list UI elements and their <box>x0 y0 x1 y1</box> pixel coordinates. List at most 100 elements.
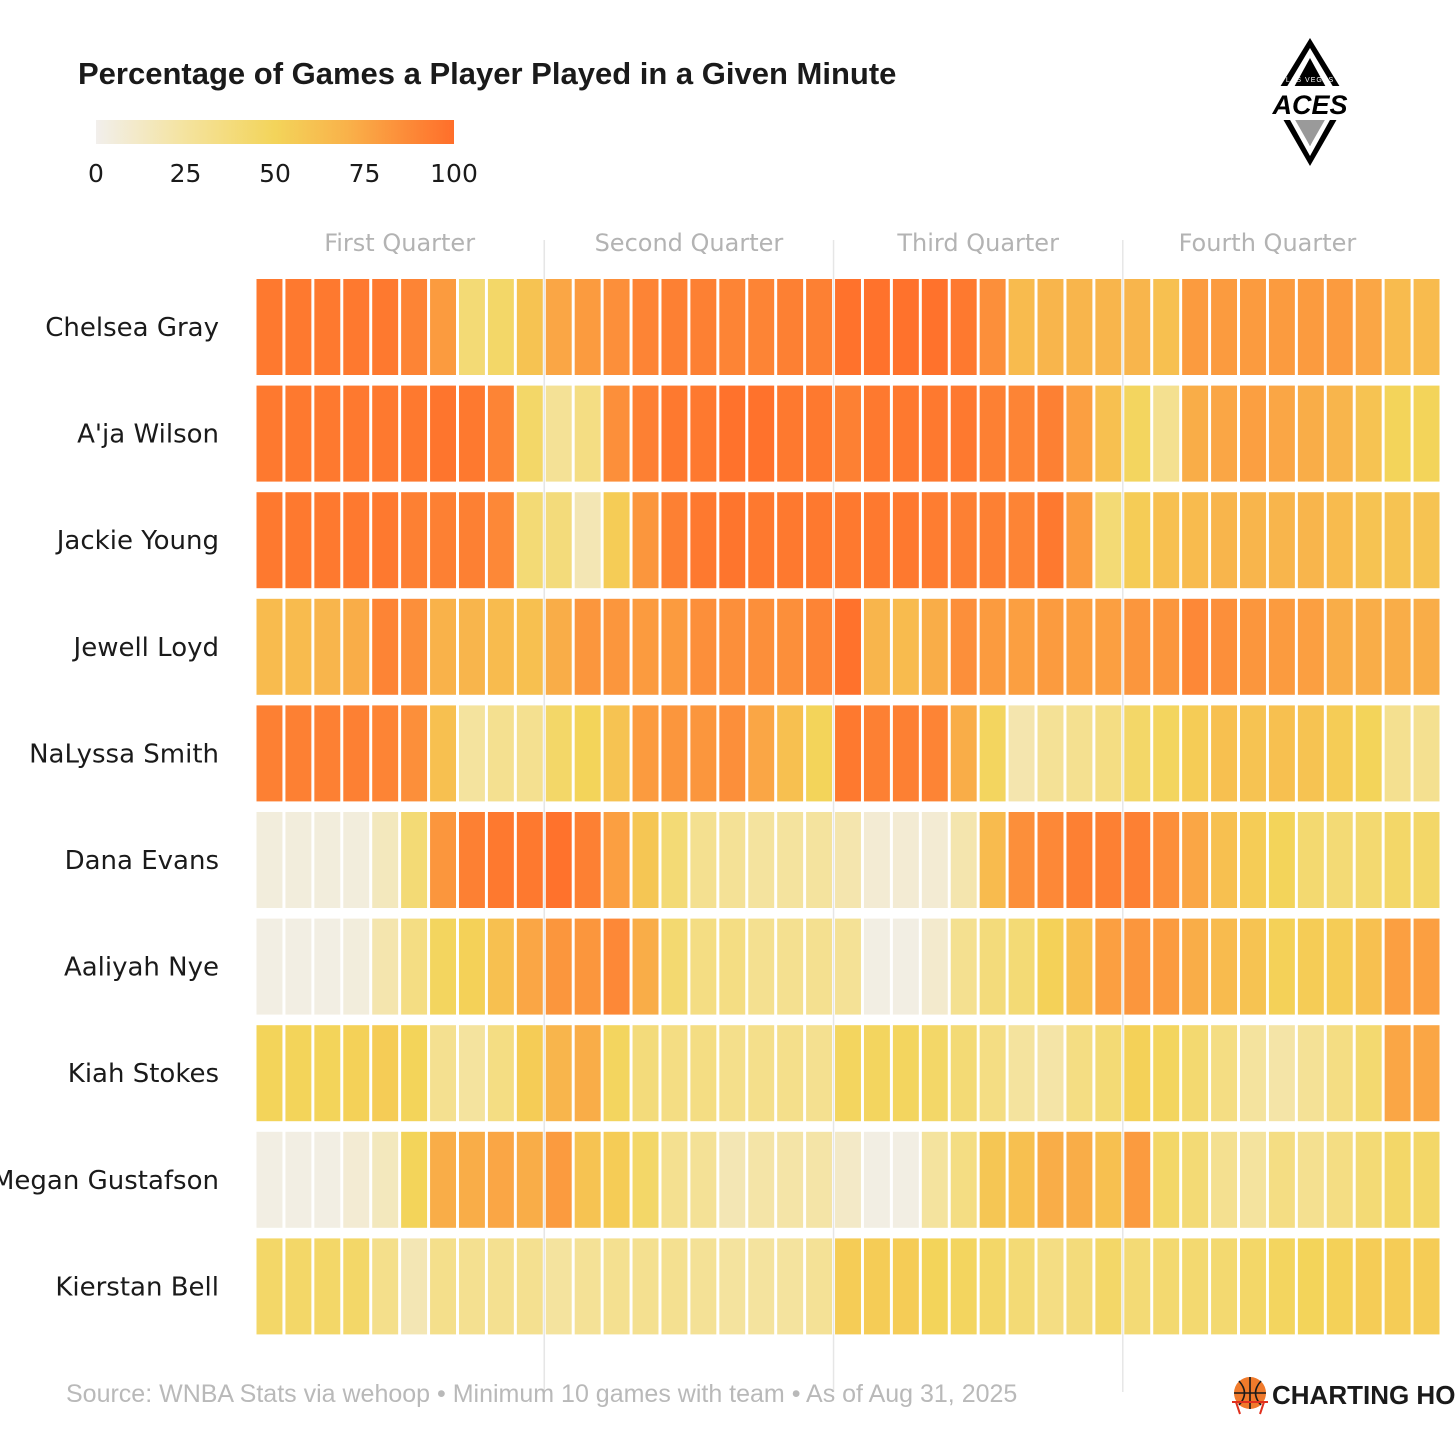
heatmap-cell <box>1240 918 1266 1015</box>
heatmap-cell <box>863 1131 890 1228</box>
heatmap-cell <box>719 705 746 802</box>
heatmap-cell <box>1240 1131 1266 1228</box>
heatmap-cell <box>487 598 514 695</box>
charting-hoops-brand: CHARTING HOOPS <box>1232 1377 1456 1415</box>
heatmap-cell <box>979 598 1006 695</box>
heatmap-cell <box>661 918 688 1015</box>
heatmap-cell <box>979 492 1006 589</box>
heatmap-cell <box>1066 279 1093 375</box>
heatmap-cell <box>950 812 977 908</box>
heatmap-cell <box>545 918 572 1015</box>
heatmap-cell <box>632 918 659 1015</box>
heatmap-cell <box>719 812 746 908</box>
heatmap-cell <box>458 918 485 1015</box>
heatmap-cell <box>1153 918 1180 1015</box>
heatmap-cell <box>516 492 543 589</box>
heatmap-cell <box>574 492 601 589</box>
heatmap-cell <box>1413 1025 1440 1122</box>
heatmap-cell <box>1124 812 1151 908</box>
heatmap-cell <box>1240 492 1266 589</box>
heatmap-cell <box>1211 1025 1238 1122</box>
heatmap-cell <box>1153 492 1180 589</box>
heatmap-cell <box>574 1025 601 1122</box>
heatmap-cell <box>1095 385 1122 482</box>
heatmap-cell <box>1355 279 1382 375</box>
heatmap-cell <box>719 918 746 1015</box>
heatmap-cell <box>1413 279 1440 375</box>
heatmap-cell <box>632 598 659 695</box>
heatmap-cell <box>1297 812 1324 908</box>
heatmap-cell <box>921 1131 948 1228</box>
heatmap-cell <box>1413 385 1440 482</box>
heatmap-cell <box>950 492 977 589</box>
heatmap-cell <box>748 598 775 695</box>
heatmap-cell <box>343 1025 370 1122</box>
heatmap-cell <box>285 1025 312 1122</box>
player-label: Jewell Loyd <box>72 633 219 663</box>
heatmap-cell <box>1037 918 1064 1015</box>
heatmap-cell <box>1268 812 1295 908</box>
heatmap-cell <box>748 705 775 802</box>
heatmap-cell <box>516 1131 543 1228</box>
heatmap-cell <box>1211 385 1238 482</box>
heatmap-cell <box>690 918 717 1015</box>
heatmap-cell <box>1037 1131 1064 1228</box>
heatmap-cell <box>516 279 543 375</box>
aces-logo-word: ACES <box>1271 90 1347 120</box>
heatmap-cell <box>516 705 543 802</box>
heatmap-cell <box>719 1238 746 1335</box>
heatmap-cell <box>430 598 456 695</box>
heatmap-cell <box>314 1238 341 1335</box>
heatmap-cell <box>256 279 283 375</box>
heatmap-cell <box>1066 1238 1093 1335</box>
player-label: A'ja Wilson <box>77 420 219 450</box>
heatmap-cell <box>863 598 890 695</box>
heatmap-cell <box>835 1025 861 1122</box>
heatmap-cell <box>835 385 861 482</box>
heatmap-cell <box>1268 918 1295 1015</box>
heatmap-cell <box>314 598 341 695</box>
heatmap-cell <box>1066 1025 1093 1122</box>
heatmap-cell <box>372 598 399 695</box>
player-label: Kierstan Bell <box>55 1272 219 1302</box>
heatmap-cell <box>1240 1025 1266 1122</box>
heatmap-cell <box>1211 279 1238 375</box>
heatmap-cell <box>256 1025 283 1122</box>
heatmap-cell <box>1240 279 1266 375</box>
heatmap-cell <box>256 918 283 1015</box>
heatmap-cell <box>256 812 283 908</box>
heatmap-cell <box>458 598 485 695</box>
heatmap-cell <box>1384 1131 1411 1228</box>
heatmap-cell <box>516 385 543 482</box>
source-note: Source: WNBA Stats via wehoop • Minimum … <box>66 1380 1017 1408</box>
heatmap-cell <box>806 918 833 1015</box>
heatmap-cell <box>892 598 919 695</box>
heatmap-cell <box>430 1131 456 1228</box>
heatmap-cell <box>603 1131 630 1228</box>
heatmap-cell <box>1153 385 1180 482</box>
heatmap-cell <box>516 1025 543 1122</box>
heatmap-cell <box>1297 279 1324 375</box>
heatmap-cell <box>835 598 861 695</box>
heatmap-cell <box>1326 705 1353 802</box>
heatmap-cell <box>401 598 428 695</box>
heatmap-cell <box>1326 812 1353 908</box>
heatmap-cell <box>1355 812 1382 908</box>
heatmap-cell <box>690 705 717 802</box>
heatmap-cell <box>256 705 283 802</box>
heatmap-cell <box>487 812 514 908</box>
heatmap-cell <box>1153 598 1180 695</box>
heatmap-cell <box>661 1238 688 1335</box>
heatmap-cell <box>285 705 312 802</box>
heatmap-cell <box>777 918 804 1015</box>
heatmap-cell <box>863 385 890 482</box>
heatmap-cell <box>343 918 370 1015</box>
heatmap-cell <box>892 492 919 589</box>
heatmap-cell <box>1095 279 1122 375</box>
heatmap-cell <box>256 598 283 695</box>
heatmap-cell <box>1066 705 1093 802</box>
quarter-label-3: Third Quarter <box>896 229 1059 257</box>
heatmap-cell <box>1008 1238 1035 1335</box>
heatmap-cell <box>1124 705 1151 802</box>
heatmap-cell <box>748 812 775 908</box>
